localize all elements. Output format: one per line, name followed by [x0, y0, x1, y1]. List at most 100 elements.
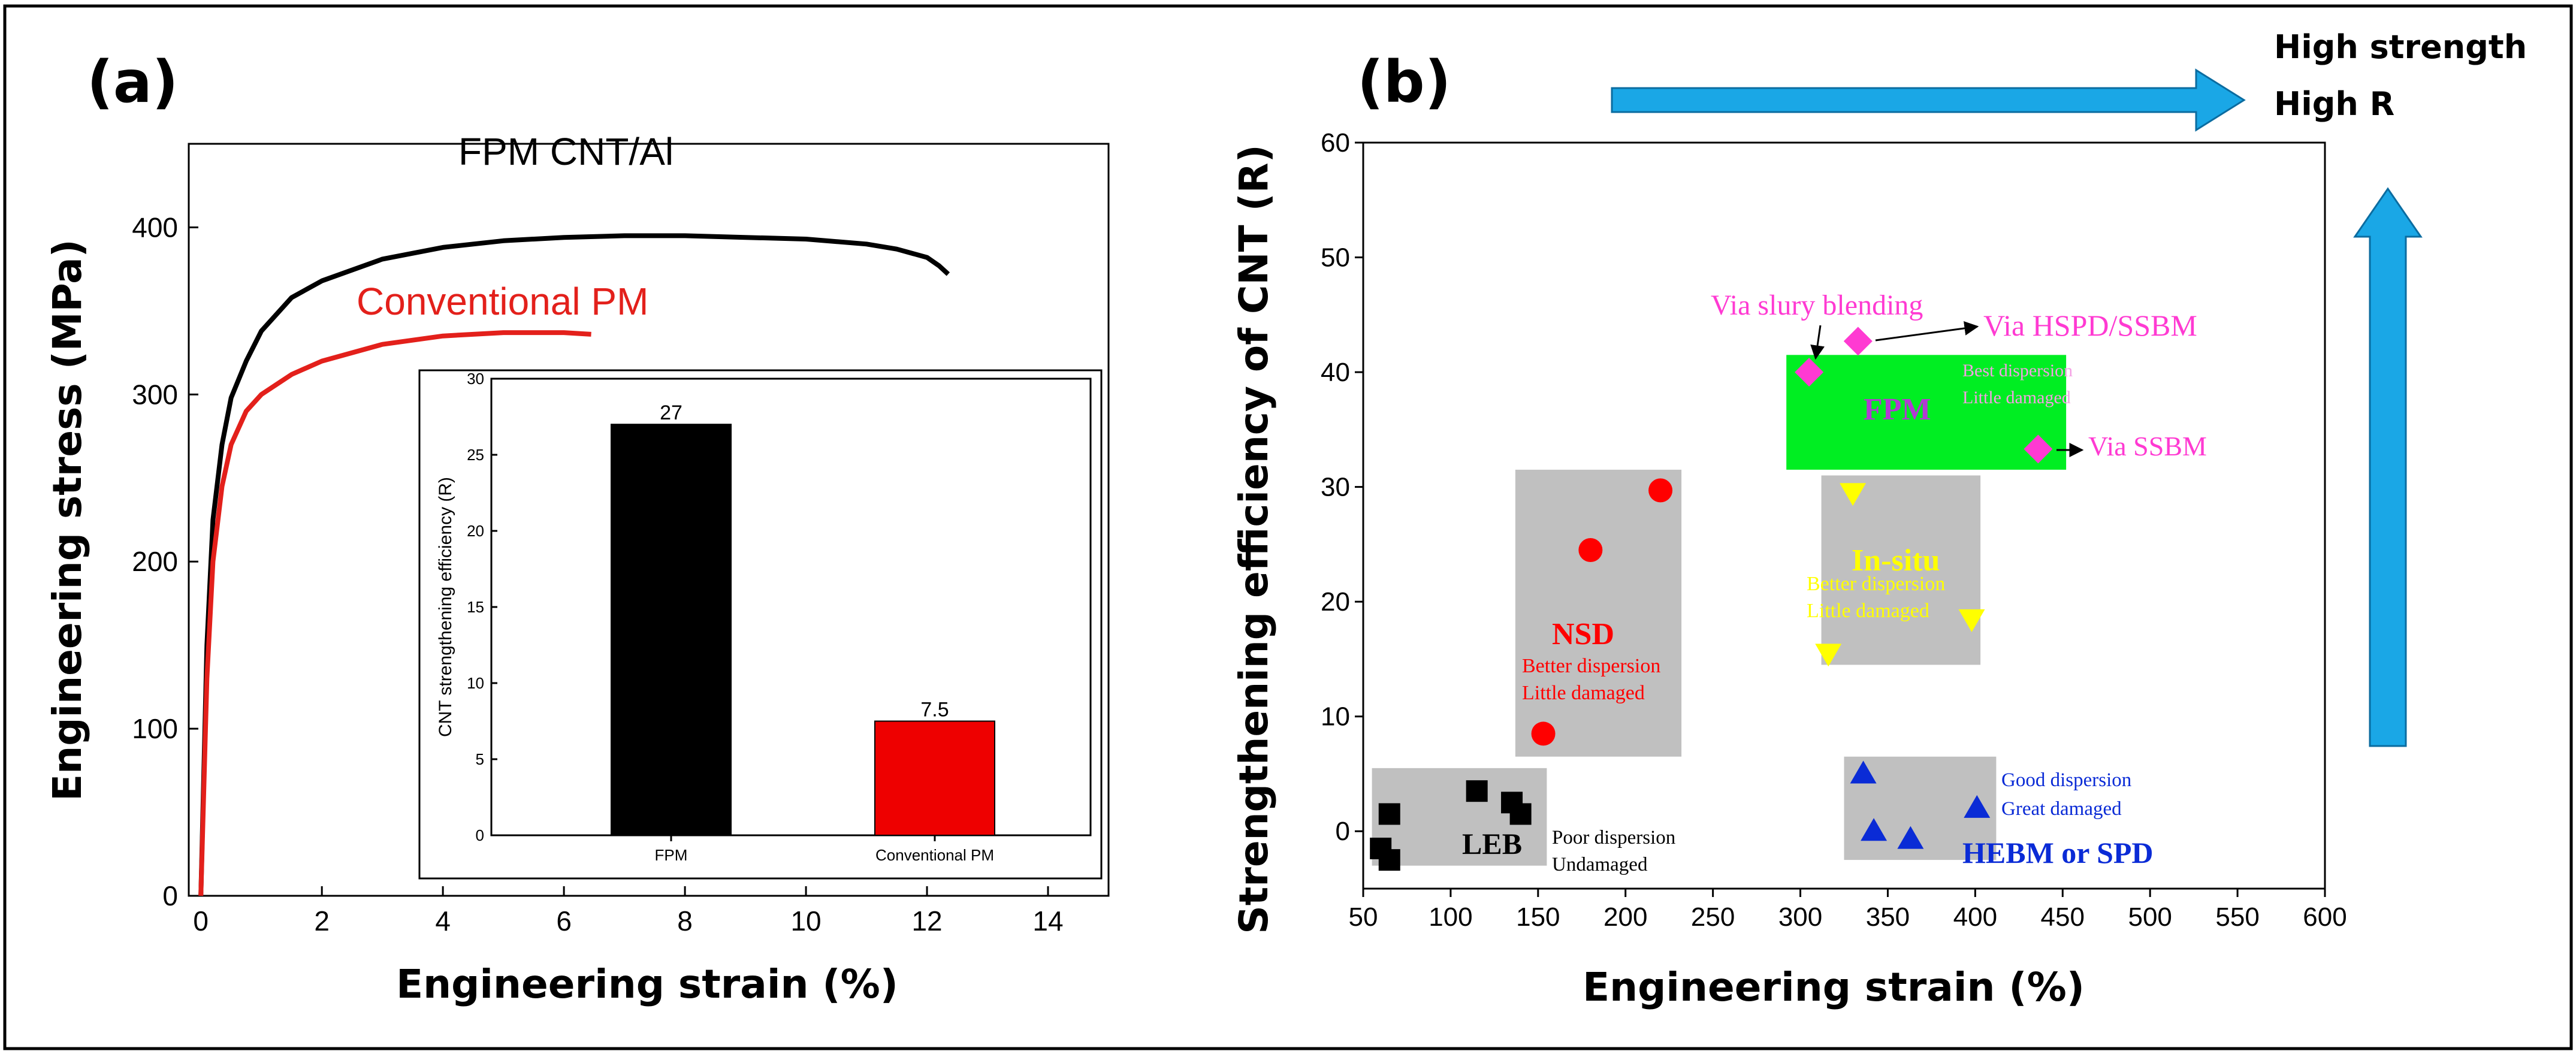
data-point-square [1509, 803, 1532, 825]
panel-a-y-ticks: 0 100 200 300 400 [132, 212, 198, 911]
group-desc-hebm-2: Great damaged [2001, 798, 2122, 820]
group-desc-insitu-2: Little damaged [1807, 600, 1929, 622]
data-point-square [1466, 780, 1488, 802]
figure-frame [3, 4, 2573, 1050]
b-x-tick-label: 250 [1691, 902, 1735, 932]
b-x-tick-label: 500 [2128, 902, 2172, 932]
group-desc-nsd-2: Little damaged [1522, 682, 1645, 704]
data-point-triangle-up [1850, 760, 1877, 784]
a-y-tick-label: 300 [132, 379, 178, 410]
panel-b-label: (b) [1357, 49, 1451, 116]
panel-b-y-title: Strengthening efficiency of CNT (R) [1231, 144, 1277, 934]
b-x-tick-label: 200 [1603, 902, 1647, 932]
data-point-triangle-up [1861, 818, 1888, 841]
series-label-fpm: FPM CNT/Al [458, 130, 674, 173]
data-point-circle [1531, 721, 1556, 746]
a-y-tick-label: 100 [132, 713, 178, 744]
group-desc-hebm-1: Good dispersion [2001, 769, 2131, 791]
inset-category-label: FPM [655, 846, 688, 864]
b-x-tick-label: 600 [2303, 902, 2347, 932]
annotation-slurry: Via slury blending [1711, 289, 1923, 321]
panel-b-plot-area [1362, 141, 2326, 890]
b-y-tick-label: 50 [1321, 243, 1350, 273]
series-line-1 [198, 330, 591, 896]
b-x-tick-label: 150 [1516, 902, 1560, 932]
b-y-tick-label: 20 [1321, 587, 1350, 617]
group-label-fpm: FPM [1864, 392, 1931, 427]
data-point-diamond [1843, 327, 1873, 356]
group-desc-insitu-1: Better dispersion [1807, 573, 1945, 595]
high-r-label: High R [2274, 85, 2394, 123]
group-desc-leb-2: Undamaged [1552, 854, 1648, 875]
data-point-triangle-down [1958, 609, 1985, 632]
r-arrow-vertical [2353, 187, 2423, 747]
panel-b-group-boxes [1372, 355, 2067, 866]
a-x-tick-label: 0 [193, 905, 209, 937]
panel-b-x-title: Engineering strain (%) [1583, 964, 2085, 1010]
b-x-tick-label: 450 [2041, 902, 2085, 932]
group-box-nsd [1515, 469, 1682, 757]
b-y-tick-label: 30 [1321, 473, 1350, 502]
b-x-tick-label: 50 [1349, 902, 1378, 932]
group-desc-fpm-1: Best dispersion [1962, 361, 2073, 380]
a-y-tick-label: 0 [162, 880, 178, 911]
group-desc-nsd-1: Better dispersion [1522, 655, 1660, 677]
b-y-tick-label: 0 [1336, 817, 1350, 846]
b-x-tick-label: 350 [1866, 902, 1910, 932]
inset-y-tick-label: 25 [467, 446, 484, 464]
a-y-tick-label: 200 [132, 546, 178, 577]
group-label-nsd: NSD [1552, 617, 1614, 651]
panel-a-plot-area [188, 143, 1110, 897]
inset-y-tick-label: 30 [467, 370, 484, 388]
inset-bar-value: 27 [660, 401, 682, 424]
inset-bar-chart: 0 5 10 15 20 25 30 27 FPM 7.5 Conventional PM CNT… [418, 369, 1103, 880]
a-x-tick-label: 6 [556, 905, 572, 937]
b-y-tick-label: 40 [1321, 358, 1350, 387]
group-desc-leb-1: Poor dispersion [1552, 827, 1675, 848]
b-x-tick-label: 400 [1953, 902, 1997, 932]
inset-category-label: Conventional PM [875, 846, 994, 864]
inset-y-tick-label: 20 [467, 522, 484, 540]
high-strength-label: High strength [2274, 28, 2527, 66]
inset-y-ticks: 0 5 10 15 20 25 30 [467, 370, 497, 844]
a-y-tick-label: 400 [132, 212, 178, 243]
group-box-fpm [1786, 355, 2067, 470]
inset-plot-area [490, 377, 1092, 836]
annotation-slurry-arrow [1810, 325, 1825, 360]
a-x-tick-label: 4 [435, 905, 451, 937]
series-line-0 [198, 233, 950, 896]
inset-y-tick-label: 5 [476, 750, 484, 768]
data-point-triangle-up [1897, 826, 1924, 849]
annotation-hspd: Via HSPD/SSBM [1983, 309, 2197, 342]
inset-y-tick-label: 15 [467, 598, 484, 616]
b-x-tick-label: 550 [2215, 902, 2259, 932]
panel-a-x-ticks: 0 2 4 6 8 10 12 14 [193, 886, 1064, 937]
panel-a-y-title: Engineering stress (MPa) [44, 239, 90, 801]
panel-b-points [1370, 327, 2053, 871]
inset-y-tick-label: 0 [476, 826, 484, 844]
annotation-ssbm: Via SSBM [2088, 431, 2207, 461]
series-label-conventional: Conventional PM [357, 280, 648, 323]
inset-bar-value: 7.5 [920, 699, 949, 721]
data-point-triangle-down [1840, 483, 1867, 506]
group-desc-fpm-2: Little damaged [1962, 388, 2071, 407]
inset-bars: 27 FPM 7.5 Conventional PM [611, 401, 995, 864]
a-x-tick-label: 2 [314, 905, 330, 937]
panel-b: (b) High strength High R 50 100 150 200 250 3… [1231, 28, 2527, 1010]
inset-bar [611, 424, 732, 836]
inset-frame [418, 369, 1103, 880]
panel-a-x-title: Engineering strain (%) [396, 961, 898, 1007]
group-label-leb: LEB [1462, 827, 1522, 860]
group-label-hebm: HEBM or SPD [1962, 836, 2154, 869]
panel-a-label: (a) [87, 49, 179, 116]
inset-bar [874, 720, 995, 836]
b-x-tick-label: 100 [1429, 902, 1472, 932]
inset-y-tick-label: 10 [467, 674, 484, 692]
a-x-tick-label: 14 [1032, 905, 1063, 937]
data-point-triangle-up [1964, 795, 1991, 818]
data-point-diamond [2024, 434, 2053, 464]
data-point-circle [1648, 478, 1673, 503]
b-y-tick-label: 60 [1321, 128, 1350, 158]
data-point-triangle-down [1815, 644, 1842, 667]
